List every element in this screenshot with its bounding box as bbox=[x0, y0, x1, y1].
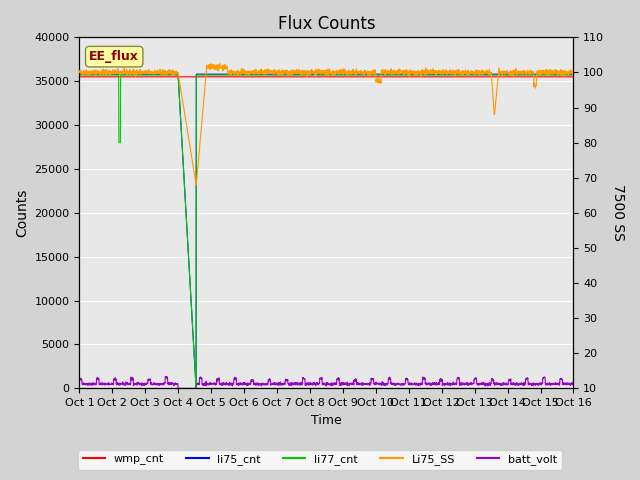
Text: EE_flux: EE_flux bbox=[90, 50, 139, 63]
Legend: wmp_cnt, li75_cnt, li77_cnt, Li75_SS, batt_volt: wmp_cnt, li75_cnt, li77_cnt, Li75_SS, ba… bbox=[78, 450, 562, 469]
Y-axis label: 7500 SS: 7500 SS bbox=[611, 184, 625, 241]
X-axis label: Time: Time bbox=[311, 414, 342, 427]
Title: Flux Counts: Flux Counts bbox=[278, 15, 375, 33]
Y-axis label: Counts: Counts bbox=[15, 189, 29, 237]
